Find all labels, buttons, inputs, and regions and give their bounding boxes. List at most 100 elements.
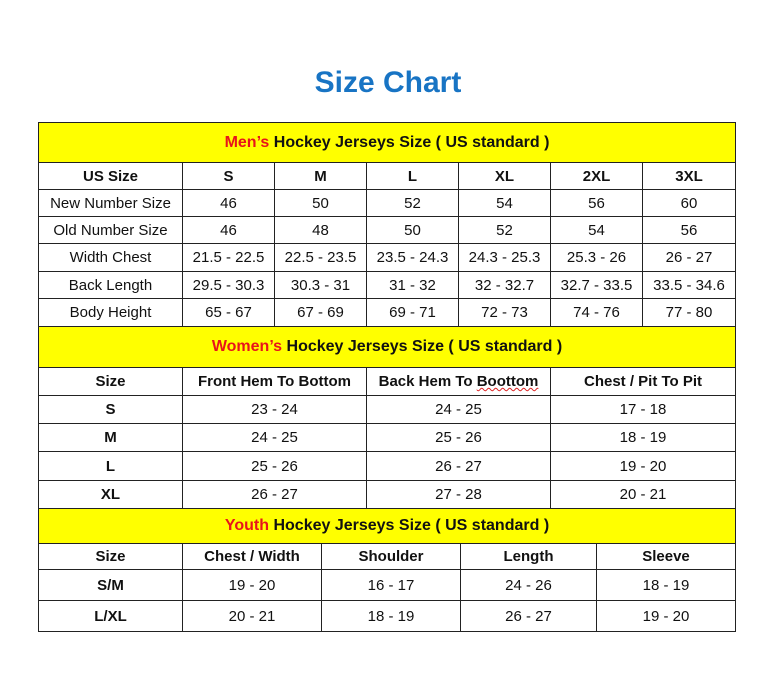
heading-text: Hockey Jerseys Size ( US standard ) bbox=[269, 133, 550, 151]
column-header: 2XL bbox=[550, 162, 643, 190]
row-label: Old Number Size bbox=[38, 216, 183, 244]
womens-size-table: Women’s Hockey Jerseys Size ( US standar… bbox=[37, 326, 737, 509]
table-cell: 50 bbox=[274, 189, 367, 217]
row-label: M bbox=[38, 423, 183, 452]
column-header: XL bbox=[458, 162, 551, 190]
table-cell: 23 - 24 bbox=[182, 395, 367, 424]
table-cell: 19 - 20 bbox=[549, 451, 737, 481]
header-row: Size Front Hem To Bottom Back Hem To Boott… bbox=[38, 367, 737, 396]
column-header: S bbox=[182, 162, 275, 190]
table-cell: 16 - 17 bbox=[321, 569, 461, 601]
table-cell: 74 - 76 bbox=[550, 298, 643, 327]
table-cell: 60 bbox=[641, 189, 737, 217]
table-cell: 65 - 67 bbox=[182, 298, 275, 327]
row-label: New Number Size bbox=[38, 189, 183, 217]
column-header: Back Hem To Boottom bbox=[366, 367, 551, 396]
table-cell: 19 - 20 bbox=[182, 569, 322, 601]
table-cell: 24 - 26 bbox=[460, 569, 597, 601]
column-header: US Size bbox=[38, 162, 183, 190]
table-cell: 77 - 80 bbox=[641, 298, 737, 327]
table-cell: 23.5 - 24.3 bbox=[366, 243, 459, 272]
heading-text: Hockey Jerseys Size ( US standard ) bbox=[282, 338, 563, 355]
table-cell: 24.3 - 25.3 bbox=[458, 243, 551, 272]
table-row: S 23 - 24 24 - 25 17 - 18 bbox=[38, 395, 737, 424]
column-header: Size bbox=[38, 543, 183, 570]
heading-prefix: Women’s bbox=[211, 338, 283, 355]
mens-heading: Men’s Hockey Jerseys Size ( US standard … bbox=[37, 122, 737, 163]
column-header: Chest / Pit To Pit bbox=[549, 367, 737, 396]
table-cell: 26 - 27 bbox=[641, 243, 737, 272]
table-cell: 26 - 27 bbox=[460, 600, 597, 632]
table-cell: 54 bbox=[550, 216, 643, 244]
table-cell: 18 - 19 bbox=[321, 600, 461, 632]
table-cell: 24 - 25 bbox=[182, 423, 367, 452]
table-cell: 20 - 21 bbox=[182, 600, 322, 632]
header-row: Size Chest / Width Shoulder Length Sleeve bbox=[38, 543, 737, 570]
table-cell: 24 - 25 bbox=[366, 395, 551, 424]
table-cell: 33.5 - 34.6 bbox=[641, 271, 737, 299]
column-header: Length bbox=[460, 543, 597, 570]
table-cell: 26 - 27 bbox=[366, 451, 551, 481]
heading-prefix: Men’s bbox=[224, 133, 270, 151]
heading-prefix: Youth bbox=[224, 517, 270, 534]
table-cell: 22.5 - 23.5 bbox=[274, 243, 367, 272]
table-cell: 19 - 20 bbox=[595, 600, 737, 632]
table-row: S/M 19 - 20 16 - 17 24 - 26 18 - 19 bbox=[38, 569, 737, 601]
table-row: Width Chest 21.5 - 22.5 22.5 - 23.5 23.5 - … bbox=[38, 243, 737, 272]
table-cell: 48 bbox=[274, 216, 367, 244]
table-cell: 32 - 32.7 bbox=[458, 271, 551, 299]
page-title: Size Chart bbox=[314, 66, 462, 99]
row-label: L bbox=[38, 451, 183, 481]
table-cell: 52 bbox=[366, 189, 459, 217]
column-header: Shoulder bbox=[321, 543, 461, 570]
table-cell: 21.5 - 22.5 bbox=[182, 243, 275, 272]
column-header: Size bbox=[38, 367, 183, 396]
misspelled-word: Boottom bbox=[476, 373, 539, 390]
mens-size-table: Men’s Hockey Jerseys Size ( US standard … bbox=[37, 122, 737, 327]
table-cell: 52 bbox=[458, 216, 551, 244]
column-header: Chest / Width bbox=[182, 543, 322, 570]
table-cell: 56 bbox=[641, 216, 737, 244]
row-label: Back Length bbox=[38, 271, 183, 299]
table-cell: 72 - 73 bbox=[458, 298, 551, 327]
table-cell: 18 - 19 bbox=[595, 569, 737, 601]
table-cell: 69 - 71 bbox=[366, 298, 459, 327]
row-label: S bbox=[38, 395, 183, 424]
table-cell: 54 bbox=[458, 189, 551, 217]
row-label: XL bbox=[38, 480, 183, 509]
womens-heading: Women’s Hockey Jerseys Size ( US standar… bbox=[37, 326, 737, 368]
table-cell: 27 - 28 bbox=[366, 480, 551, 509]
table-cell: 56 bbox=[550, 189, 643, 217]
youth-heading: Youth Hockey Jerseys Size ( US standard … bbox=[37, 508, 737, 544]
table-cell: 17 - 18 bbox=[549, 395, 737, 424]
table-row: Old Number Size 46 48 50 52 54 56 bbox=[38, 216, 737, 244]
table-cell: 30.3 - 31 bbox=[274, 271, 367, 299]
table-row: XL 26 - 27 27 - 28 20 - 21 bbox=[38, 480, 737, 509]
table-cell: 31 - 32 bbox=[366, 271, 459, 299]
table-row: L/XL 20 - 21 18 - 19 26 - 27 19 - 20 bbox=[38, 600, 737, 632]
column-header: Front Hem To Bottom bbox=[182, 367, 367, 396]
table-cell: 20 - 21 bbox=[549, 480, 737, 509]
table-cell: 67 - 69 bbox=[274, 298, 367, 327]
table-row: M 24 - 25 25 - 26 18 - 19 bbox=[38, 423, 737, 452]
table-cell: 26 - 27 bbox=[182, 480, 367, 509]
table-cell: 18 - 19 bbox=[549, 423, 737, 452]
table-cell: 46 bbox=[182, 216, 275, 244]
table-row: New Number Size 46 50 52 54 56 60 bbox=[38, 189, 737, 217]
row-label: S/M bbox=[38, 569, 183, 601]
table-cell: 32.7 - 33.5 bbox=[550, 271, 643, 299]
table-cell: 29.5 - 30.3 bbox=[182, 271, 275, 299]
column-header: L bbox=[366, 162, 459, 190]
table-row: Body Height 65 - 67 67 - 69 69 - 71 72 - 73 7… bbox=[38, 298, 737, 327]
column-header: Sleeve bbox=[595, 543, 737, 570]
table-cell: 25.3 - 26 bbox=[550, 243, 643, 272]
row-label: L/XL bbox=[38, 600, 183, 632]
youth-size-table: Youth Hockey Jerseys Size ( US standard … bbox=[37, 508, 737, 632]
row-label: Width Chest bbox=[38, 243, 183, 272]
row-label: Body Height bbox=[38, 298, 183, 327]
column-header: 3XL bbox=[641, 162, 737, 190]
table-row: Back Length 29.5 - 30.3 30.3 - 31 31 - 32 32… bbox=[38, 271, 737, 299]
table-cell: 25 - 26 bbox=[366, 423, 551, 452]
table-row: L 25 - 26 26 - 27 19 - 20 bbox=[38, 451, 737, 481]
table-cell: 46 bbox=[182, 189, 275, 217]
